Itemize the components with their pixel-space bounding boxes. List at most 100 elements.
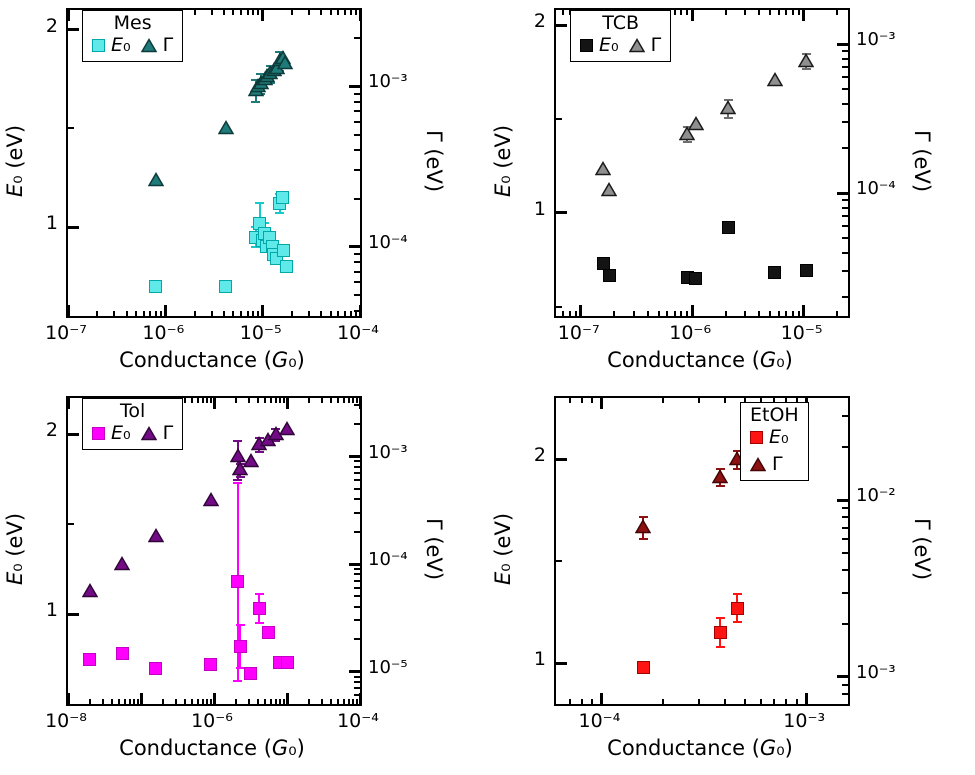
axis-tick [580,398,583,403]
axis-tick [354,294,360,297]
axis-tick [354,101,360,104]
axis-tick [769,311,772,316]
axis-tick [174,699,177,704]
data-point-square [280,656,294,670]
axis-tick [125,311,128,316]
axis-tick [657,311,660,316]
y-left-tick-label: 2 [533,10,546,33]
axis-tick [680,10,683,15]
axis-tick [285,693,289,704]
axis-tick [136,699,139,704]
error-bar-cap [638,538,648,541]
axis-tick [320,398,323,403]
x-tick-label: 10⁻⁷ [557,322,600,344]
axis-tick [743,699,746,704]
axis-tick [278,699,281,704]
y-right-tick-label: 10⁻³ [856,661,896,683]
axis-tick [842,692,848,695]
axis-tick [308,311,311,316]
axis-tick [290,311,293,316]
axis-tick [791,311,794,316]
axis-tick [785,699,788,704]
x-axis-label: Conductance (G₀) [607,736,793,760]
y-axis-label-right: Γ (eV) [910,517,934,581]
axis-tick [132,699,135,704]
axis-tick [196,699,199,704]
axis-tick [154,311,157,316]
axis-tick [337,398,340,403]
y-right-tick-label: 10⁻³ [856,29,896,51]
axis-tick [274,398,277,403]
axis-tick [355,398,358,403]
axis-tick [68,28,79,32]
axis-tick [264,699,267,704]
axis-tick [354,498,360,501]
legend-label: Γ [162,34,174,56]
axis-tick [351,398,354,403]
axis-tick [777,10,780,15]
axis-tick [354,479,360,482]
axis-tick [349,10,352,15]
x-tick-label: 10⁻⁶ [142,322,185,344]
axis-tick [568,398,571,403]
axis-tick [599,398,603,409]
panel-tcb: 10⁻⁷ 10⁻⁶ 10⁻⁵ 1 2 10⁻³ 10⁻⁴ Conductance (G₀) E₀… [488,0,975,387]
axis-tick [308,10,311,15]
axis-tick [261,10,265,21]
axis-tick [128,699,131,704]
axis-tick [773,398,776,403]
legend-marker-triangle [140,37,157,52]
axis-tick [354,10,357,15]
axis-tick [613,311,616,316]
data-point-triangle [229,448,246,463]
axis-tick [842,237,848,240]
data-point-square [244,666,258,680]
error-bar-cap [682,141,692,144]
error-bar-cap [254,451,264,454]
data-point-square [204,657,218,671]
axis-tick [759,398,762,403]
axis-tick [785,398,788,403]
axis-tick [777,311,780,316]
axis-tick [646,311,649,316]
y-right-tick-label: 10⁻³ [368,71,408,93]
x-tick-label: 10⁻⁶ [191,710,233,732]
axis-tick [556,560,562,563]
legend-label: E₀ [769,426,789,448]
y-axis-label-left: E₀ (eV) [3,512,27,586]
axis-tick [842,507,848,510]
data-point-square [279,260,293,274]
axis-tick [354,487,360,490]
axis-tick [791,10,794,15]
axis-tick [343,311,346,316]
axis-tick [354,586,360,589]
error-bar-cap [801,68,811,71]
error-bar-cap [638,516,648,519]
axis-tick [354,92,360,95]
y-axis-label-right: Γ (eV) [910,129,934,193]
x-tick-label: 10⁻⁶ [669,322,712,344]
y-right-tick-label: 10⁻⁴ [856,178,896,200]
axis-tick [785,311,788,316]
error-bar-cap [275,50,285,53]
x-tick-label: 10⁻⁸ [45,710,87,732]
axis-tick [257,311,260,316]
axis-tick [66,398,70,409]
axis-tick [574,311,577,316]
axis-tick [222,311,225,316]
axis-tick [354,638,360,641]
axis-tick [568,10,571,15]
axis-tick [210,10,213,15]
axis-tick [66,693,70,704]
data-point-triangle [217,119,234,134]
axis-tick [282,699,285,704]
axis-tick [191,398,194,403]
axis-tick [66,305,70,316]
x-tick-label: 10⁻⁴ [337,322,379,344]
axis-tick [320,10,323,15]
data-point-triangle [242,452,259,468]
axis-tick [193,10,196,15]
legend-label: Γ [162,422,174,444]
error-bar-cap [235,475,245,478]
error-bar-cap [275,212,285,215]
